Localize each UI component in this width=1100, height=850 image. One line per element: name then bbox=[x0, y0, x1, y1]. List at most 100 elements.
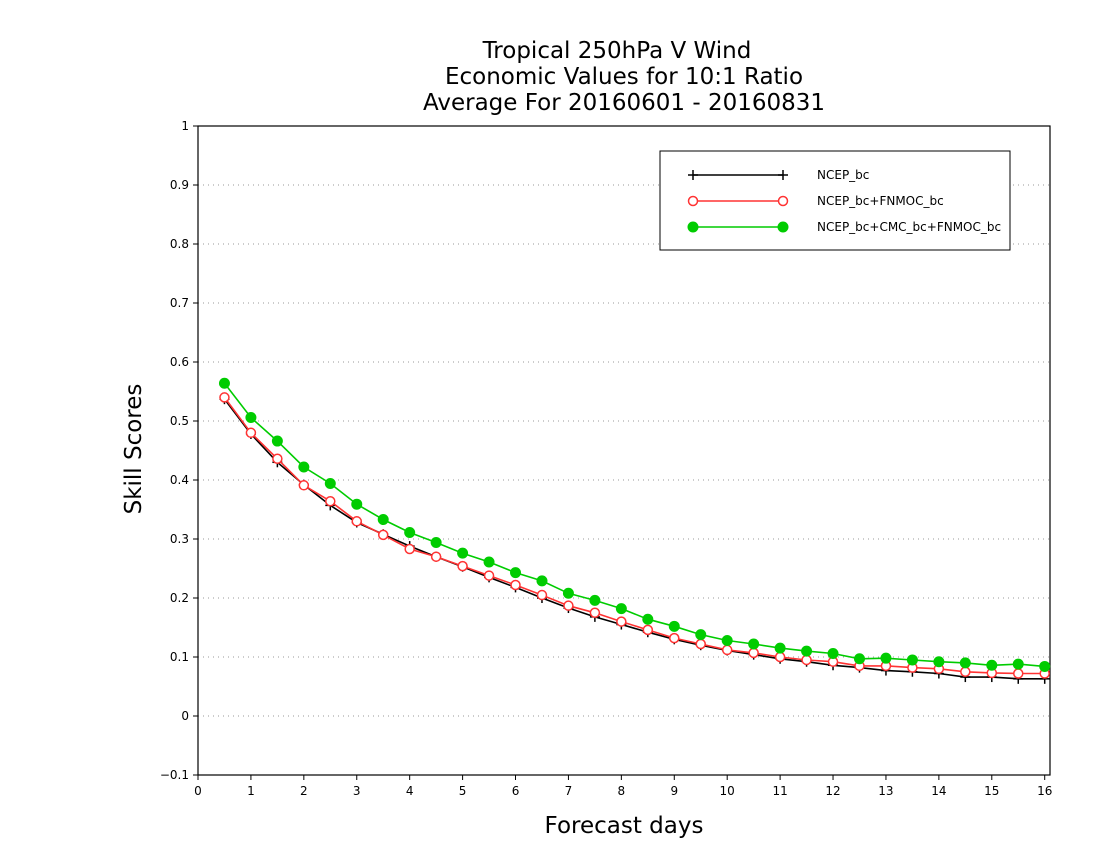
legend-label: NCEP_bc+CMC_bc+FNMOC_bc bbox=[817, 220, 1001, 234]
legend-item: NCEP_bc+CMC_bc+FNMOC_bc bbox=[687, 220, 1001, 234]
data-point bbox=[510, 579, 521, 591]
data-point bbox=[510, 567, 522, 579]
data-point bbox=[642, 624, 654, 636]
x-tick-label: 15 bbox=[984, 784, 999, 798]
y-axis-label: Skill Scores bbox=[121, 384, 147, 515]
data-point bbox=[457, 560, 468, 572]
data-point bbox=[774, 642, 786, 654]
legend-item: NCEP_bc bbox=[688, 168, 869, 182]
series-line bbox=[223, 398, 1045, 680]
y-tick-label: 0.5 bbox=[170, 414, 189, 428]
data-point bbox=[351, 498, 363, 510]
data-point bbox=[245, 427, 257, 439]
data-point bbox=[642, 613, 654, 625]
data-point bbox=[298, 461, 310, 473]
data-point bbox=[687, 195, 699, 207]
data-point bbox=[1012, 658, 1024, 670]
data-point bbox=[589, 607, 601, 618]
data-point bbox=[774, 651, 786, 663]
chart-title: Tropical 250hPa V Wind Economic Values f… bbox=[423, 38, 825, 116]
x-tick-label: 12 bbox=[825, 784, 840, 798]
y-tick-label: 0.4 bbox=[170, 473, 189, 487]
data-point bbox=[298, 480, 310, 491]
data-point bbox=[721, 644, 733, 656]
axes: −0.100.10.20.30.40.50.60.70.80.910 1 2 3 4 5 6… bbox=[160, 119, 1052, 798]
x-tick-label: 13 bbox=[878, 784, 893, 798]
legend-label: NCEP_bc bbox=[817, 168, 869, 182]
data-point bbox=[880, 652, 892, 664]
series-layer bbox=[218, 377, 1051, 684]
data-point bbox=[218, 377, 230, 389]
data-point bbox=[404, 527, 416, 539]
data-point bbox=[615, 603, 627, 615]
y-tick-label: 0 bbox=[181, 709, 189, 723]
data-point bbox=[351, 516, 363, 527]
data-point bbox=[1012, 668, 1024, 679]
data-point bbox=[669, 632, 680, 644]
data-point bbox=[721, 634, 733, 646]
data-point bbox=[827, 647, 839, 659]
x-tick-label: 6 bbox=[512, 784, 520, 798]
data-point bbox=[245, 411, 257, 423]
data-point bbox=[616, 616, 627, 627]
data-point bbox=[536, 589, 548, 601]
x-axis-label: Forecast days bbox=[545, 813, 704, 839]
data-point bbox=[777, 195, 789, 207]
x-tick-label: 11 bbox=[772, 784, 787, 798]
data-point bbox=[801, 645, 813, 657]
y-tick-label: 0.8 bbox=[170, 237, 189, 251]
data-point bbox=[777, 221, 789, 233]
chart-title-line-1: Tropical 250hPa V Wind bbox=[482, 38, 752, 64]
data-point bbox=[430, 537, 442, 549]
data-point bbox=[748, 647, 759, 659]
x-tick-label: 16 bbox=[1037, 784, 1052, 798]
data-point bbox=[536, 575, 548, 587]
series-2 bbox=[219, 392, 1050, 679]
y-tick-label: 0.1 bbox=[170, 650, 189, 664]
chart-title-line-3: Average For 20160601 - 20160831 bbox=[423, 90, 825, 116]
x-tick-label: 0 bbox=[194, 784, 202, 798]
plot-frame bbox=[197, 125, 1051, 776]
y-tick-label: 0.6 bbox=[170, 355, 189, 369]
data-point bbox=[1039, 660, 1051, 672]
legend: NCEP_bc NCEP_bc+FNMOC_bc NCEP_bc+CMC_bc+FN… bbox=[659, 150, 1011, 251]
data-point bbox=[272, 453, 283, 465]
data-point bbox=[377, 529, 389, 541]
chart-title-line-2: Economic Values for 10:1 Ratio bbox=[445, 64, 803, 90]
data-point bbox=[668, 620, 680, 632]
x-tick-label: 14 bbox=[931, 784, 946, 798]
x-tick-label: 4 bbox=[406, 784, 414, 798]
y-tick-label: −0.1 bbox=[160, 768, 189, 782]
y-tick-label: 0.2 bbox=[170, 591, 189, 605]
data-point bbox=[377, 514, 389, 526]
legend-item: NCEP_bc+FNMOC_bc bbox=[687, 194, 944, 208]
data-point bbox=[219, 392, 230, 403]
x-tick-label: 8 bbox=[618, 784, 626, 798]
data-point bbox=[986, 659, 998, 671]
data-point bbox=[687, 221, 699, 233]
data-point bbox=[853, 653, 865, 665]
data-point bbox=[562, 587, 574, 599]
x-tick-label: 7 bbox=[565, 784, 573, 798]
legend-label: NCEP_bc+FNMOC_bc bbox=[817, 194, 944, 208]
x-tick-label: 2 bbox=[300, 784, 308, 798]
data-point bbox=[430, 551, 442, 562]
data-point bbox=[589, 594, 601, 606]
data-point bbox=[801, 654, 812, 666]
x-tick-label: 9 bbox=[670, 784, 678, 798]
x-tick-label: 1 bbox=[247, 784, 255, 798]
data-point bbox=[960, 666, 971, 677]
series-line bbox=[223, 396, 1045, 675]
x-tick-label: 10 bbox=[720, 784, 735, 798]
gridlines bbox=[198, 184, 1050, 717]
data-point bbox=[695, 629, 707, 641]
data-point bbox=[271, 435, 283, 447]
y-tick-label: 0.3 bbox=[170, 532, 189, 546]
series-line bbox=[223, 382, 1045, 668]
data-point bbox=[483, 556, 495, 568]
x-tick-label: 3 bbox=[353, 784, 361, 798]
data-point bbox=[748, 638, 760, 650]
y-tick-label: 0.9 bbox=[170, 178, 189, 192]
x-tick-label: 5 bbox=[459, 784, 467, 798]
